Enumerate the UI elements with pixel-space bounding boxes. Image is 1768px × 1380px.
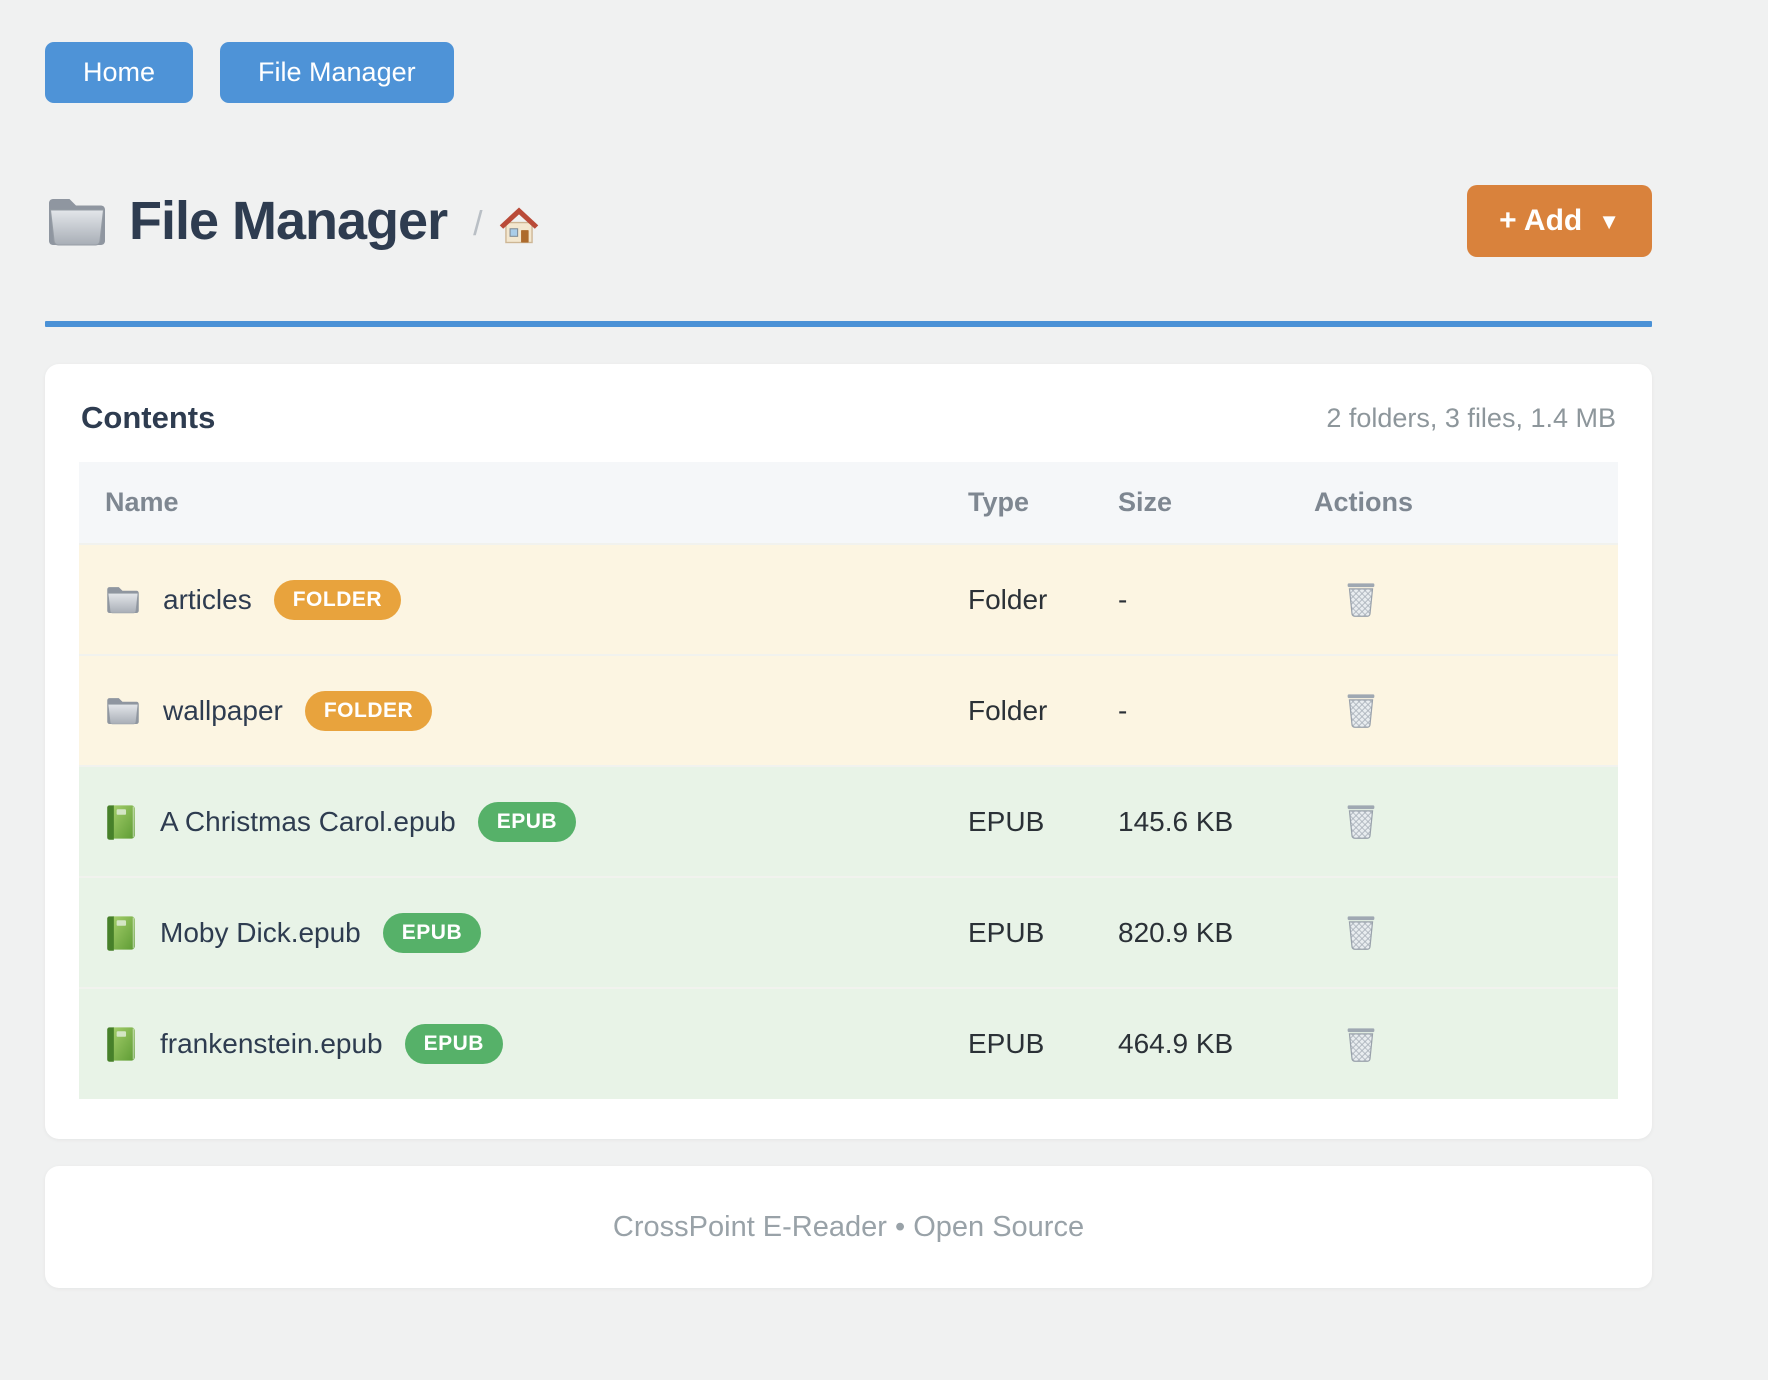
file-name-cell[interactable]: frankenstein.epub EPUB — [105, 1024, 916, 1064]
trash-icon — [1344, 578, 1378, 618]
table-row: frankenstein.epub EPUB EPUB 464.9 KB — [79, 988, 1618, 1099]
file-name: Moby Dick.epub — [160, 916, 361, 948]
trash-icon — [1344, 689, 1378, 729]
folder-icon — [105, 694, 141, 727]
folder-badge: FOLDER — [273, 579, 402, 620]
page: Home File Manager File Manager / + Add ▼… — [45, 0, 1652, 1288]
actions-cell — [1288, 877, 1618, 988]
column-header-actions: Actions — [1288, 462, 1618, 544]
delete-button[interactable] — [1340, 907, 1382, 955]
file-name: wallpaper — [163, 694, 283, 726]
table-row: A Christmas Carol.epub EPUB EPUB 145.6 K… — [79, 766, 1618, 877]
epub-badge: EPUB — [382, 912, 482, 953]
file-manager-button[interactable]: File Manager — [220, 42, 454, 103]
footer-text: CrossPoint E-Reader • Open Source — [612, 1210, 1085, 1243]
epub-badge: EPUB — [477, 801, 577, 842]
epub-badge: EPUB — [404, 1024, 503, 1064]
table-header-row: Name Type Size Actions — [79, 462, 1618, 544]
size-cell: 820.9 KB — [1118, 916, 1234, 948]
footer: CrossPoint E-Reader • Open Source — [45, 1166, 1652, 1288]
file-name: frankenstein.epub — [160, 1028, 383, 1059]
delete-button[interactable] — [1340, 685, 1382, 733]
size-cell: 464.9 KB — [1118, 1028, 1234, 1059]
folder-icon — [105, 583, 141, 616]
type-cell: EPUB — [968, 916, 1045, 948]
breadcrumb-separator: / — [473, 204, 483, 243]
actions-cell — [1288, 655, 1618, 766]
actions-cell — [1288, 766, 1618, 877]
contents-table: Name Type Size Actions articles FOLDER — [79, 462, 1618, 1099]
book-icon — [105, 804, 136, 840]
size-cell: - — [1118, 694, 1128, 726]
home-button[interactable]: Home — [45, 42, 194, 103]
file-name: articles — [163, 583, 252, 615]
delete-button[interactable] — [1340, 1019, 1382, 1067]
caret-down-icon: ▼ — [1598, 209, 1620, 234]
table-row: wallpaper FOLDER Folder - — [79, 655, 1618, 766]
type-cell: Folder — [968, 694, 1048, 726]
column-header-type: Type — [942, 462, 1092, 544]
file-name-cell[interactable]: articles FOLDER — [105, 579, 916, 620]
size-cell: 145.6 KB — [1118, 805, 1234, 837]
top-nav: Home File Manager — [45, 42, 1652, 103]
page-title: File Manager — [129, 191, 448, 251]
breadcrumb: File Manager / — [45, 190, 541, 252]
contents-card: Contents 2 folders, 3 files, 1.4 MB Name… — [45, 364, 1652, 1139]
type-cell: EPUB — [968, 1028, 1045, 1059]
table-row: articles FOLDER Folder - — [79, 544, 1618, 655]
folder-badge: FOLDER — [304, 690, 433, 731]
file-name-cell[interactable]: A Christmas Carol.epub EPUB — [105, 801, 916, 842]
type-cell: EPUB — [968, 805, 1045, 837]
file-name-cell[interactable]: Moby Dick.epub EPUB — [105, 912, 916, 953]
house-icon[interactable] — [497, 204, 541, 248]
add-button-label: + Add — [1499, 204, 1583, 237]
trash-icon — [1344, 1023, 1378, 1063]
delete-button[interactable] — [1340, 796, 1382, 844]
contents-heading: Contents — [81, 400, 216, 435]
column-header-size: Size — [1092, 462, 1288, 544]
type-cell: Folder — [968, 583, 1048, 615]
contents-summary: 2 folders, 3 files, 1.4 MB — [1326, 402, 1616, 433]
actions-cell — [1288, 544, 1618, 655]
size-cell: - — [1118, 583, 1128, 615]
header-divider — [45, 321, 1652, 327]
add-button[interactable]: + Add ▼ — [1467, 185, 1652, 257]
column-header-name: Name — [79, 462, 942, 544]
delete-button[interactable] — [1340, 574, 1382, 622]
trash-icon — [1344, 800, 1378, 840]
book-icon — [105, 1026, 136, 1062]
file-name: A Christmas Carol.epub — [160, 805, 456, 837]
contents-card-header: Contents 2 folders, 3 files, 1.4 MB — [79, 394, 1618, 462]
file-name-cell[interactable]: wallpaper FOLDER — [105, 690, 916, 731]
trash-icon — [1344, 911, 1378, 951]
page-header: File Manager / + Add ▼ — [45, 185, 1652, 257]
actions-cell — [1288, 988, 1618, 1099]
folder-icon — [45, 193, 109, 249]
book-icon — [105, 915, 136, 951]
table-row: Moby Dick.epub EPUB EPUB 820.9 KB — [79, 877, 1618, 988]
